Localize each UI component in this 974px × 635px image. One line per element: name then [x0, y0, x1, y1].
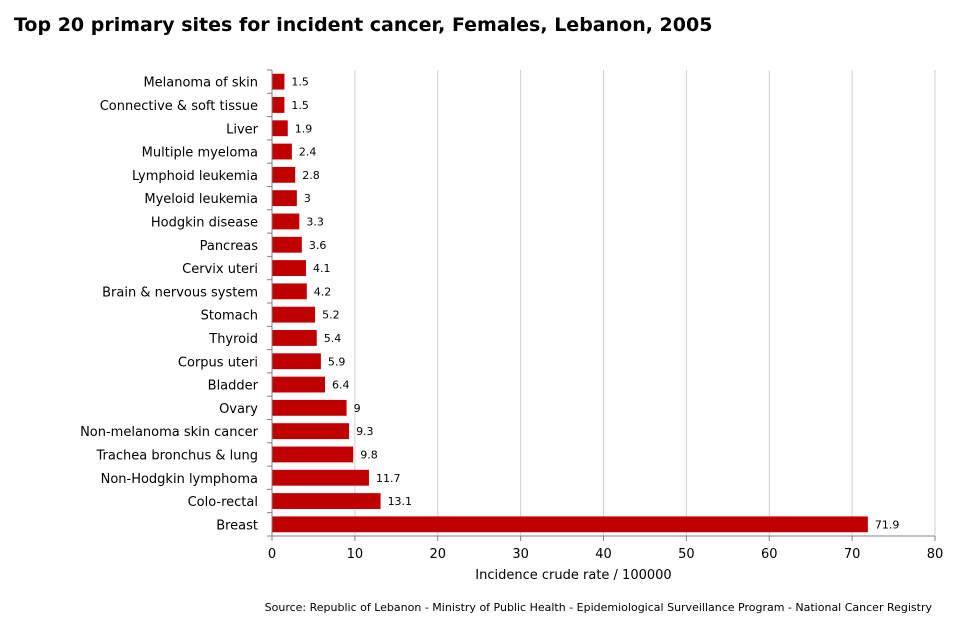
- value-label: 9: [354, 402, 361, 415]
- x-tick-label: 80: [927, 547, 944, 562]
- value-label: 5.4: [324, 332, 342, 345]
- bar: [272, 399, 347, 416]
- category-label: Non-melanoma skin cancer: [80, 425, 259, 440]
- x-tick-label: 0: [268, 547, 276, 562]
- category-label: Multiple myeloma: [142, 146, 258, 161]
- bar: [272, 260, 306, 276]
- bar: [272, 283, 307, 300]
- category-label: Corpus uteri: [178, 355, 258, 370]
- bar: [272, 236, 302, 253]
- bar: [272, 376, 326, 393]
- value-label: 3: [304, 192, 311, 205]
- value-label: 9.8: [360, 448, 378, 461]
- x-tick-label: 10: [347, 547, 364, 562]
- value-label: 3.3: [306, 215, 324, 228]
- value-label: 5.9: [328, 355, 346, 368]
- category-label: Lymphoid leukemia: [132, 169, 258, 184]
- value-label: 1.5: [291, 76, 309, 89]
- category-label: Non-Hodgkin lymphoma: [101, 472, 258, 487]
- value-label: 6.4: [332, 379, 350, 392]
- category-label: Breast: [216, 518, 258, 533]
- category-label: Hodgkin disease: [151, 215, 258, 230]
- bar: [272, 143, 292, 160]
- value-label: 13.1: [388, 495, 413, 508]
- category-labels: Melanoma of skin Connective & soft tissue…: [80, 76, 259, 534]
- category-label: Trachea bronchus & lung: [96, 448, 258, 463]
- value-label: 4.2: [314, 285, 332, 298]
- source-note: Source: Republic of Lebanon - Ministry o…: [264, 601, 932, 614]
- x-tick-label: 70: [844, 547, 861, 562]
- x-tick-label: 40: [595, 547, 612, 562]
- chart-title: Top 20 primary sites for incident cancer…: [14, 14, 713, 36]
- value-label: 9.3: [356, 425, 374, 438]
- category-label: Stomach: [201, 309, 258, 324]
- bar: [272, 306, 316, 323]
- x-tick-label: 60: [761, 547, 778, 562]
- category-label: Connective & soft tissue: [100, 99, 258, 114]
- value-label: 2.8: [302, 169, 320, 182]
- gridlines: [354, 70, 936, 536]
- x-axis-title: Incidence crude rate / 100000: [475, 568, 671, 583]
- bar: [272, 516, 868, 533]
- bar: [272, 446, 354, 463]
- value-label: 2.4: [299, 146, 317, 159]
- bar: [272, 166, 296, 183]
- category-label: Colo-rectal: [188, 495, 258, 510]
- category-label: Melanoma of skin: [143, 76, 258, 91]
- bar: [272, 469, 369, 486]
- value-label: 11.7: [376, 472, 401, 485]
- bar: [272, 353, 321, 370]
- value-labels: 1.5 1.5 1.9 2.4 2.8 3 3.3 3.6 4.1 4.2 5.2 5.4 5.9 6.4…: [291, 76, 899, 532]
- bar: [272, 330, 317, 346]
- category-label: Cervix uteri: [182, 262, 258, 277]
- category-label: Myeloid leukemia: [144, 192, 258, 207]
- x-tick-label: 30: [512, 547, 529, 562]
- value-label: 1.9: [295, 122, 313, 135]
- category-label: Bladder: [208, 379, 259, 394]
- value-label: 5.2: [322, 309, 340, 322]
- value-label: 1.5: [291, 99, 309, 112]
- x-tick-label: 20: [429, 547, 446, 562]
- axes: 0 10 20 30 40 50 60 70 80: [267, 69, 944, 562]
- value-label: 4.1: [313, 262, 331, 275]
- bar: [272, 423, 350, 440]
- category-label: Pancreas: [200, 239, 259, 254]
- x-tick-label: 50: [678, 547, 695, 562]
- category-label: Brain & nervous system: [102, 285, 258, 300]
- value-label: 71.9: [875, 518, 900, 531]
- bar: [272, 213, 300, 230]
- category-label: Liver: [226, 122, 259, 137]
- value-label: 3.6: [309, 239, 327, 252]
- bar: [272, 190, 297, 207]
- bars: [272, 73, 868, 533]
- bar: [272, 97, 285, 113]
- bar: [272, 493, 381, 509]
- bar: [272, 120, 288, 137]
- bar: [272, 73, 285, 90]
- category-label: Ovary: [219, 402, 258, 417]
- category-label: Thyroid: [208, 332, 258, 347]
